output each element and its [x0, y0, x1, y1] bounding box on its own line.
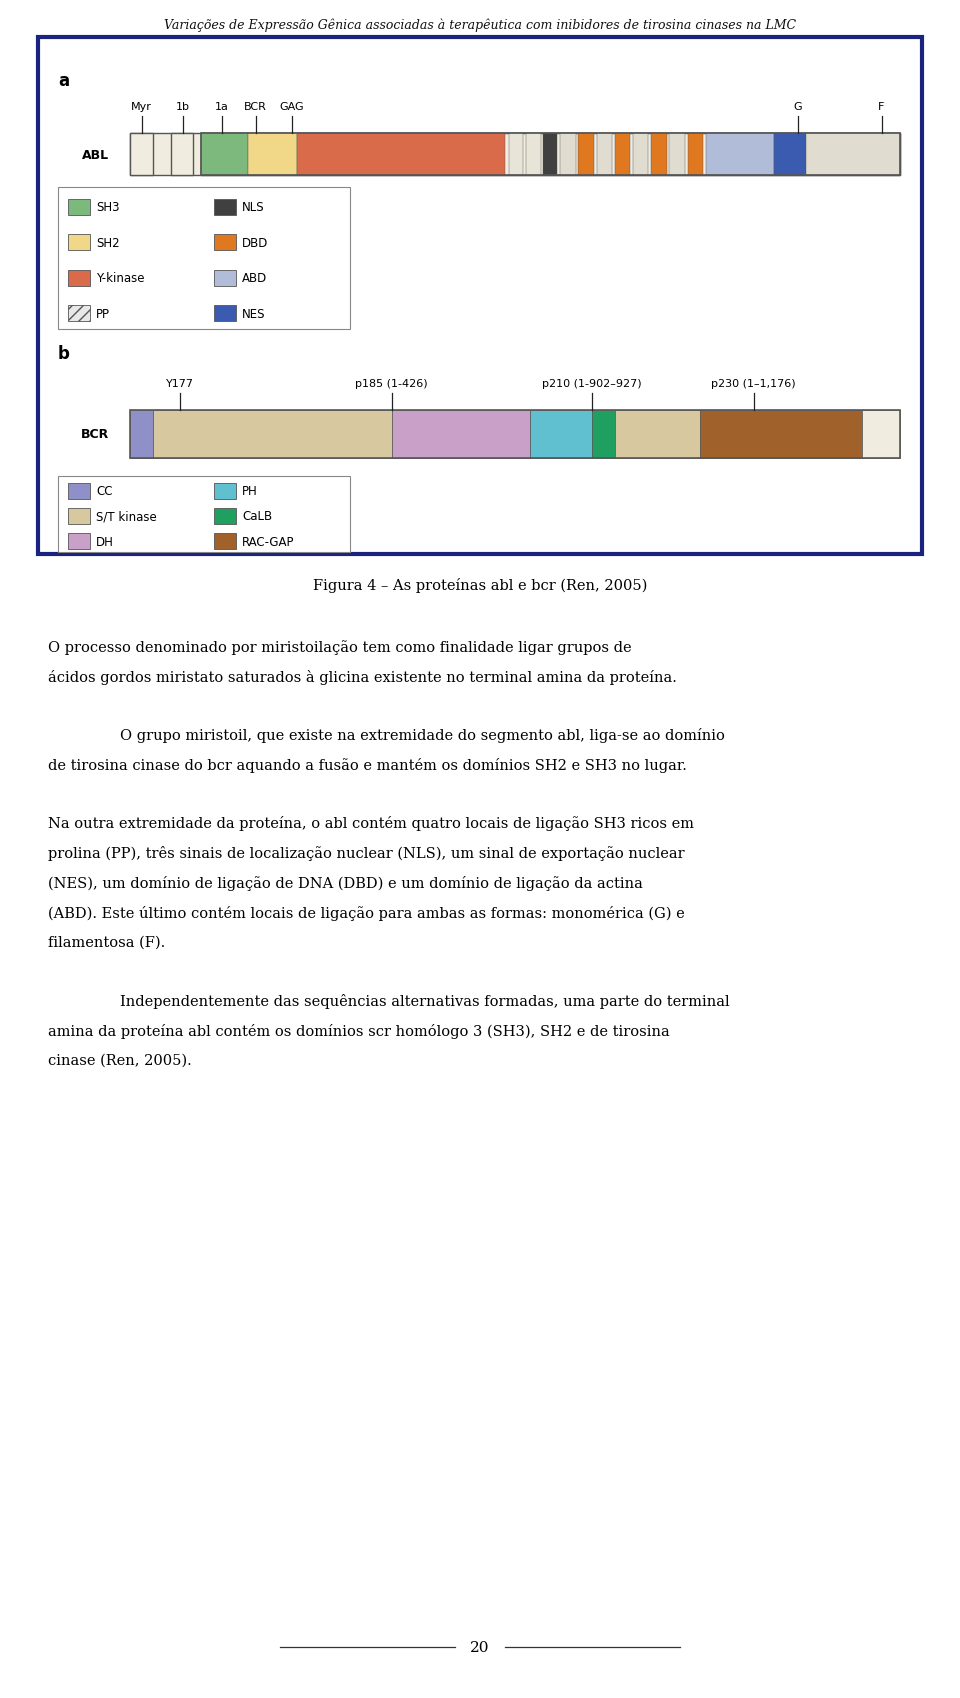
Bar	[392, 411, 530, 458]
Bar	[153, 411, 392, 458]
Text: 1a: 1a	[215, 102, 228, 112]
Bar	[58, 477, 350, 552]
Bar	[130, 411, 153, 458]
Bar	[214, 484, 236, 499]
Text: NES: NES	[242, 307, 266, 321]
Bar	[68, 200, 90, 216]
Bar	[38, 37, 922, 555]
Text: Variações de Expressão Gênica associadas à terapêutica com inibidores de tirosin: Variações de Expressão Gênica associadas…	[164, 19, 796, 32]
Bar	[561, 134, 576, 177]
Bar	[201, 134, 900, 177]
Text: prolina (PP), três sinais de localização nuclear (NLS), um sinal de exportação n: prolina (PP), três sinais de localização…	[48, 846, 684, 861]
Bar	[130, 134, 153, 177]
Bar	[68, 484, 90, 499]
Text: CaLB: CaLB	[242, 509, 272, 523]
Bar	[201, 134, 248, 177]
Text: O grupo miristoil, que existe na extremidade do segmento abl, liga-se ao domínio: O grupo miristoil, que existe na extremi…	[120, 727, 725, 742]
Text: ABD: ABD	[242, 272, 267, 285]
Bar	[596, 134, 612, 177]
Text: Y177: Y177	[166, 379, 194, 389]
Text: a: a	[58, 71, 69, 90]
Bar	[130, 411, 900, 458]
Bar	[615, 411, 700, 458]
Bar	[171, 134, 193, 177]
Bar	[214, 200, 236, 216]
Bar	[805, 134, 900, 177]
Text: ABL: ABL	[82, 148, 108, 161]
Text: amina da proteína abl contém os domínios scr homólogo 3 (SH3), SH2 e de tirosina: amina da proteína abl contém os domínios…	[48, 1024, 670, 1039]
Bar	[214, 306, 236, 323]
Bar	[130, 134, 900, 177]
Bar	[633, 134, 648, 177]
Bar	[542, 134, 558, 177]
Text: GAG: GAG	[279, 102, 304, 112]
Text: cinase (Ren, 2005).: cinase (Ren, 2005).	[48, 1053, 192, 1068]
Bar	[592, 411, 615, 458]
Bar	[68, 270, 90, 287]
Bar	[669, 134, 684, 177]
Text: NLS: NLS	[242, 200, 265, 214]
Text: (ABD). Este último contém locais de ligação para ambas as formas: monomérica (G): (ABD). Este último contém locais de liga…	[48, 905, 684, 920]
Text: 20: 20	[470, 1640, 490, 1654]
Text: CC: CC	[96, 486, 112, 498]
Text: Figura 4 – As proteínas abl e bcr (Ren, 2005): Figura 4 – As proteínas abl e bcr (Ren, …	[313, 577, 647, 593]
Text: filamentosa (F).: filamentosa (F).	[48, 936, 165, 949]
Bar	[68, 306, 90, 323]
Bar	[526, 134, 540, 177]
Text: p185 (1-426): p185 (1-426)	[355, 379, 428, 389]
Text: p210 (1-902–927): p210 (1-902–927)	[542, 379, 642, 389]
Bar	[214, 234, 236, 251]
Text: G: G	[793, 102, 802, 112]
Text: DH: DH	[96, 535, 114, 548]
Text: p230 (1–1,176): p230 (1–1,176)	[711, 379, 796, 389]
Bar	[509, 134, 523, 177]
Text: ácidos gordos miristato saturados à glicina existente no terminal amina da prote: ácidos gordos miristato saturados à glic…	[48, 669, 677, 684]
Text: SH2: SH2	[96, 236, 120, 250]
Text: PP: PP	[96, 307, 110, 321]
Bar	[201, 134, 900, 177]
Bar	[687, 134, 703, 177]
Text: Na outra extremidade da proteína, o abl contém quatro locais de ligação SH3 rico: Na outra extremidade da proteína, o abl …	[48, 815, 694, 830]
Bar	[706, 134, 774, 177]
Bar	[614, 134, 630, 177]
Bar	[68, 509, 90, 525]
Bar	[214, 270, 236, 287]
Text: SH3: SH3	[96, 200, 119, 214]
Text: Myr: Myr	[132, 102, 152, 112]
Bar	[248, 134, 298, 177]
Text: RAC-GAP: RAC-GAP	[242, 535, 295, 548]
Text: F: F	[878, 102, 885, 112]
Text: BCR: BCR	[81, 428, 109, 441]
Bar	[298, 134, 505, 177]
Text: Y-kinase: Y-kinase	[96, 272, 145, 285]
Text: de tirosina cinase do bcr aquando a fusão e mantém os domínios SH2 e SH3 no luga: de tirosina cinase do bcr aquando a fusã…	[48, 757, 686, 773]
Bar	[700, 411, 861, 458]
Bar	[68, 234, 90, 251]
Text: (NES), um domínio de ligação de DNA (DBD) e um domínio de ligação da actina: (NES), um domínio de ligação de DNA (DBD…	[48, 876, 643, 890]
Text: O processo denominado por miristoilação tem como finalidade ligar grupos de: O processo denominado por miristoilação …	[48, 640, 632, 654]
Bar	[214, 533, 236, 550]
Bar	[651, 134, 666, 177]
Text: S/T kinase: S/T kinase	[96, 509, 156, 523]
Bar	[214, 509, 236, 525]
Text: 1b: 1b	[176, 102, 190, 112]
Text: b: b	[58, 345, 70, 363]
Text: BCR: BCR	[244, 102, 267, 112]
Text: Independentemente das sequências alternativas formadas, uma parte do terminal: Independentemente das sequências alterna…	[120, 993, 730, 1009]
Bar	[58, 188, 350, 329]
Text: PH: PH	[242, 486, 257, 498]
Text: DBD: DBD	[242, 236, 269, 250]
Bar	[861, 411, 900, 458]
Bar	[68, 533, 90, 550]
Bar	[774, 134, 805, 177]
Bar	[579, 134, 594, 177]
Bar	[531, 411, 592, 458]
